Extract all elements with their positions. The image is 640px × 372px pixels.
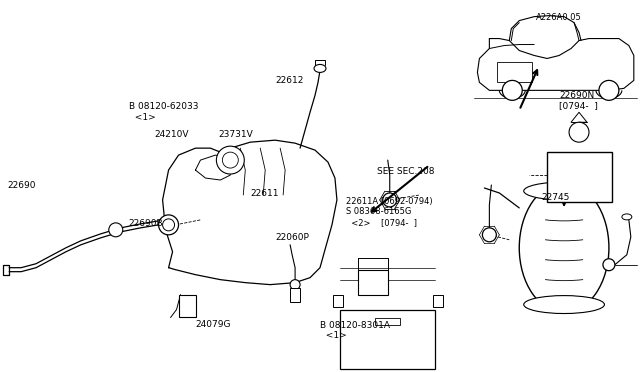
Bar (497, 62, 532, 82)
Circle shape (599, 80, 619, 100)
Text: 22690N
[0794-  ]: 22690N [0794- ] (559, 91, 598, 110)
Circle shape (594, 188, 600, 194)
Text: B 08120-62033
  <1>: B 08120-62033 <1> (129, 102, 198, 122)
Bar (433, 295, 442, 307)
Bar (358, 270, 388, 295)
Bar (333, 295, 343, 307)
Text: A226A0.05: A226A0.05 (536, 13, 582, 22)
Text: 22611: 22611 (250, 189, 278, 198)
Ellipse shape (524, 296, 604, 314)
Text: 22745: 22745 (541, 193, 570, 202)
Text: 23731V: 23731V (218, 129, 253, 139)
Text: SEE SEC.208: SEE SEC.208 (378, 167, 435, 176)
Bar (375, 318, 400, 326)
Bar (340, 310, 435, 369)
Bar (179, 295, 196, 317)
Circle shape (163, 219, 175, 231)
Text: 22612: 22612 (275, 76, 304, 85)
Ellipse shape (519, 183, 609, 312)
Circle shape (290, 280, 300, 290)
Circle shape (222, 152, 238, 168)
Text: 22690B: 22690B (129, 219, 163, 228)
Circle shape (569, 122, 589, 142)
Bar (547, 152, 612, 202)
Circle shape (594, 188, 600, 194)
Text: 24210V: 24210V (154, 129, 189, 139)
Text: B 08120-8301A
  <1>: B 08120-8301A <1> (320, 321, 390, 340)
Circle shape (159, 215, 179, 235)
Circle shape (502, 80, 522, 100)
Text: 22690: 22690 (8, 182, 36, 190)
Ellipse shape (524, 182, 604, 200)
Circle shape (216, 146, 244, 174)
Circle shape (603, 259, 615, 271)
Circle shape (383, 193, 397, 207)
Bar (290, 288, 300, 302)
Text: 24079G: 24079G (195, 321, 231, 330)
Text: 22611A [0692-0794)
S 08368-6165G
  <2>    [0794-  ]: 22611A [0692-0794) S 08368-6165G <2> [07… (346, 197, 432, 227)
Ellipse shape (622, 214, 632, 220)
Circle shape (599, 188, 605, 194)
Circle shape (483, 228, 497, 242)
Text: 22060P: 22060P (275, 233, 309, 243)
Circle shape (109, 223, 123, 237)
Ellipse shape (314, 64, 326, 73)
